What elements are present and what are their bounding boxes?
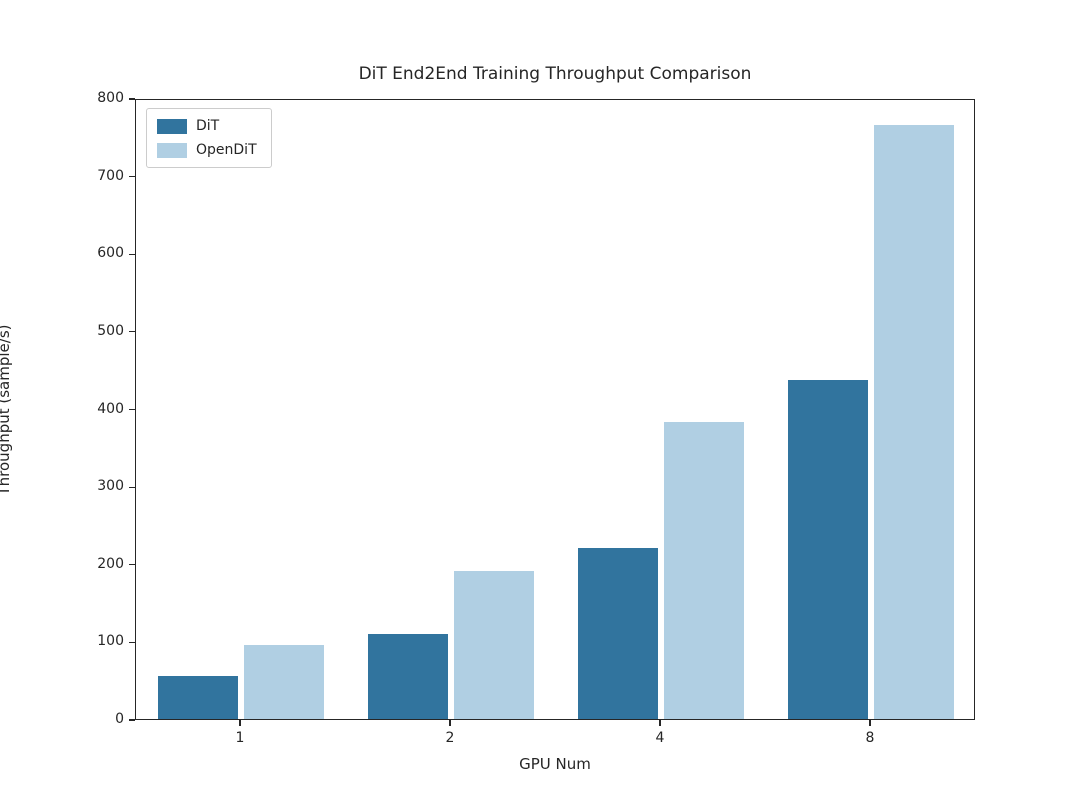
legend: DiT OpenDiT — [146, 108, 272, 168]
y-tick-mark — [129, 564, 135, 566]
x-tick-mark — [239, 720, 241, 726]
bar-dit-gpu1 — [158, 675, 238, 719]
y-tick-mark — [129, 98, 135, 100]
legend-row-dit: DiT — [157, 118, 257, 134]
y-tick-label-200: 200 — [97, 555, 124, 572]
y-tick-mark — [129, 486, 135, 488]
bar-dit-gpu4 — [578, 548, 658, 719]
bar-opendit-gpu2 — [454, 570, 534, 719]
x-tick-label-8: 8 — [865, 730, 875, 746]
y-tick-label-600: 600 — [97, 245, 124, 262]
y-tick-mark — [129, 176, 135, 178]
bar-dit-gpu8 — [788, 379, 868, 719]
y-tick-mark — [129, 331, 135, 333]
y-tick-label-0: 0 — [115, 711, 124, 727]
y-tick-label-800: 800 — [97, 90, 124, 106]
x-tick-mark — [869, 720, 871, 726]
x-axis-label: GPU Num — [519, 755, 591, 773]
bar-opendit-gpu1 — [244, 645, 324, 719]
plot-area: DiT OpenDiT — [135, 99, 975, 720]
y-tick-mark — [129, 719, 135, 721]
x-tick-mark — [659, 720, 661, 726]
y-tick-mark — [129, 408, 135, 411]
y-tick-mark — [129, 641, 135, 643]
y-tick-label-700: 700 — [97, 167, 124, 184]
legend-swatch-dit — [157, 118, 187, 134]
x-tick-mark — [449, 720, 451, 726]
chart-title: DiT End2End Training Throughput Comparis… — [358, 64, 752, 84]
y-axis-label: Throughput (sample/s) — [0, 324, 13, 496]
y-tick-mark — [129, 253, 135, 255]
x-tick-label-4: 4 — [655, 730, 665, 746]
legend-label: OpenDiT — [196, 142, 257, 158]
y-tick-label-400: 400 — [97, 400, 124, 417]
bar-opendit-gpu4 — [664, 421, 744, 719]
legend-swatch-opendit — [157, 142, 187, 158]
x-tick-label-1: 1 — [235, 730, 245, 746]
y-tick-label-100: 100 — [97, 633, 124, 650]
bar-dit-gpu2 — [368, 633, 448, 719]
y-tick-label-300: 300 — [97, 478, 124, 495]
legend-row-opendit: OpenDiT — [157, 142, 257, 158]
bar-opendit-gpu8 — [874, 125, 954, 719]
legend-label: DiT — [196, 118, 220, 134]
y-tick-label-500: 500 — [97, 322, 124, 339]
x-tick-label-2: 2 — [445, 730, 455, 746]
